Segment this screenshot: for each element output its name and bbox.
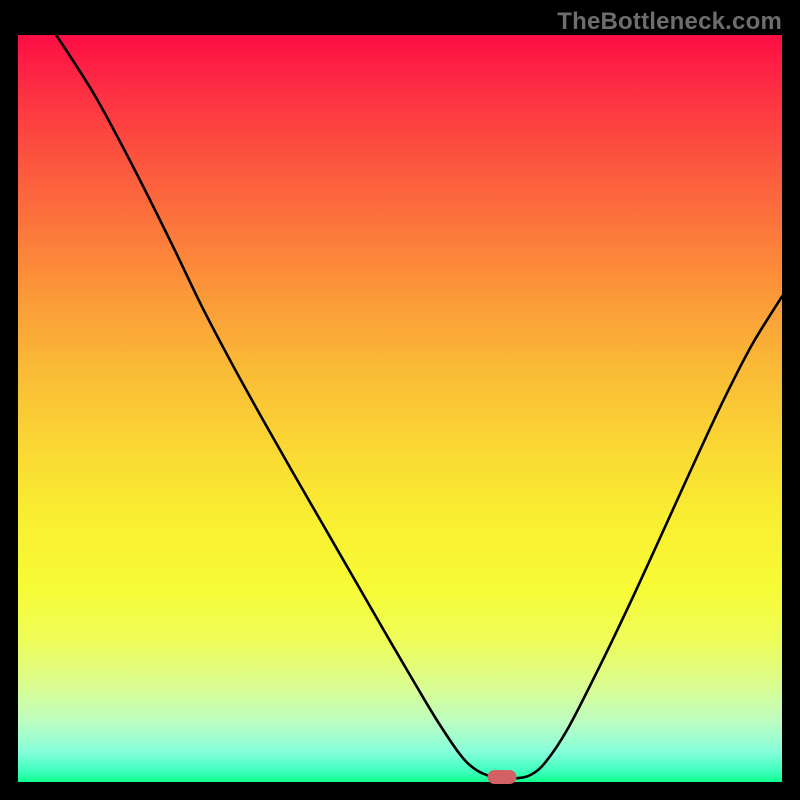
chart-svg	[0, 0, 800, 800]
chart-container: TheBottleneck.com	[0, 0, 800, 800]
sweet-spot-marker	[488, 770, 517, 784]
plot-background	[18, 35, 782, 782]
